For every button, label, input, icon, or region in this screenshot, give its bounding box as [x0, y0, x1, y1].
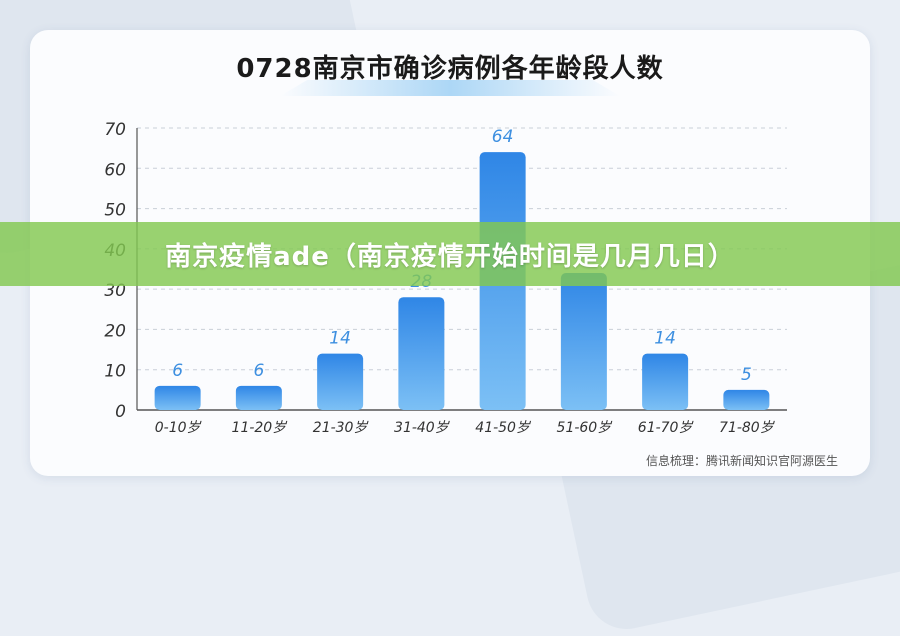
- x-tick-label: 61-70岁: [638, 420, 695, 436]
- y-tick-label: 50: [104, 201, 126, 221]
- data-label: 14: [329, 329, 351, 349]
- x-tick-label: 71-80岁: [719, 420, 776, 436]
- bar: [398, 297, 445, 410]
- bar: [642, 353, 689, 410]
- title-underline: [280, 80, 620, 96]
- x-tick-label: 41-50岁: [475, 420, 532, 436]
- y-tick-label: 10: [104, 362, 126, 382]
- bar: [560, 273, 607, 410]
- data-label: 5: [741, 365, 752, 385]
- y-tick-label: 0: [115, 402, 126, 422]
- overlay-banner: [0, 222, 900, 286]
- y-tick-label: 70: [104, 120, 126, 140]
- y-tick-label: 60: [104, 160, 126, 180]
- bar: [317, 353, 364, 410]
- bar-chart: 010203040506070 60-10岁611-20岁1421-30岁283…: [104, 120, 787, 436]
- source-note: 信息梳理：腾讯新闻知识官阿源医生: [645, 454, 838, 468]
- chart-title: 0728南京市确诊病例各年龄段人数: [236, 54, 664, 84]
- bar: [154, 385, 201, 410]
- data-label: 6: [253, 361, 264, 381]
- bar: [723, 389, 770, 410]
- bar: [235, 385, 282, 410]
- x-tick-label: 51-60岁: [557, 420, 614, 436]
- data-label: 14: [654, 329, 676, 349]
- x-tick-label: 21-30岁: [313, 420, 370, 436]
- x-tick-label: 31-40岁: [394, 420, 451, 436]
- data-label: 64: [492, 127, 514, 147]
- data-label: 6: [172, 361, 183, 381]
- x-tick-label: 0-10岁: [155, 420, 203, 436]
- y-tick-label: 20: [104, 321, 126, 341]
- overlay-banner-text: 南京疫情ade（南京疫情开始时间是几月几日）: [165, 242, 735, 272]
- x-tick-label: 11-20岁: [232, 420, 289, 436]
- y-tick-label: 30: [104, 281, 126, 301]
